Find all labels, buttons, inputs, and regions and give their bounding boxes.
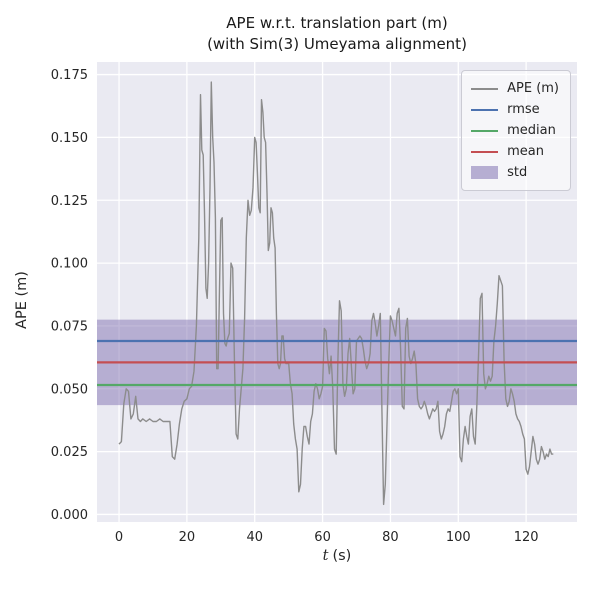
legend-label: median [507, 123, 556, 138]
legend-item: rmse [471, 99, 559, 120]
x-tick-label: 80 [382, 530, 399, 545]
ape-line [118, 81, 554, 506]
legend-patch-swatch [471, 166, 499, 179]
legend-line-swatch [471, 87, 499, 90]
legend-label: std [507, 165, 528, 180]
legend-label: rmse [507, 102, 540, 117]
legend-item: mean [471, 141, 559, 162]
y-tick-label: 0.025 [51, 445, 88, 460]
y-tick-label: 0.175 [51, 68, 88, 83]
legend-item: std [471, 162, 559, 183]
x-tick-label: 40 [246, 530, 263, 545]
x-axis-label: t (s) [97, 548, 577, 564]
legend: APE (m) rmse median mean std [461, 70, 571, 191]
legend-item: APE (m) [471, 78, 559, 99]
legend-line-swatch [471, 129, 499, 132]
legend-label: APE (m) [507, 81, 559, 96]
x-tick-label: 0 [115, 530, 123, 545]
legend-line-swatch [471, 108, 499, 111]
x-tick-label: 100 [446, 530, 471, 545]
x-axis-label-var: t [322, 548, 329, 564]
y-tick-label: 0.150 [51, 131, 88, 146]
y-tick-label: 0.050 [51, 382, 88, 397]
y-axis-label: APE (m) [14, 271, 30, 329]
x-tick-label: 120 [514, 530, 539, 545]
y-tick-label: 0.125 [51, 194, 88, 209]
y-tick-label: 0.000 [51, 508, 88, 523]
chart-title: APE w.r.t. translation part (m) (with Si… [97, 13, 577, 55]
chart-title-line1: APE w.r.t. translation part (m) [226, 14, 448, 32]
y-tick-label: 0.075 [51, 319, 88, 334]
x-axis-label-unit: (s) [332, 548, 352, 564]
x-tick-label: 20 [179, 530, 196, 545]
legend-item: median [471, 120, 559, 141]
chart-title-line2: (with Sim(3) Umeyama alignment) [207, 35, 467, 53]
x-tick-label: 60 [314, 530, 331, 545]
legend-line-swatch [471, 150, 499, 153]
legend-label: mean [507, 144, 544, 159]
y-tick-label: 0.100 [51, 257, 88, 272]
